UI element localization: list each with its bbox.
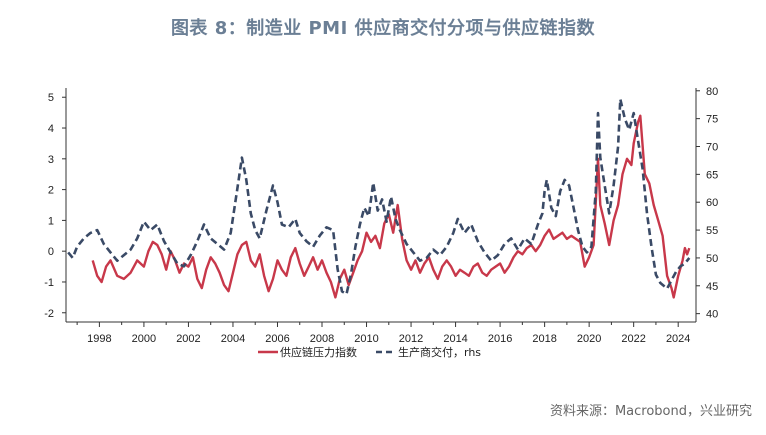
x-tick-label: 2024	[666, 333, 690, 345]
x-tick-label: 2012	[399, 333, 423, 345]
x-tick-label: 2010	[354, 333, 378, 345]
y-right-tick-label: 45	[706, 281, 718, 293]
y-right-tick-label: 80	[706, 86, 718, 98]
x-tick-label: 2004	[221, 333, 245, 345]
legend-label-supply-chain: 供应链压力指数	[280, 345, 357, 359]
x-tick-label: 2006	[265, 333, 289, 345]
x-tick-label: 2022	[621, 333, 645, 345]
y-left-tick-label: 3	[48, 154, 54, 166]
y-right-tick-label: 60	[706, 197, 718, 209]
y-left-tick-label: 5	[48, 92, 54, 104]
series-supplier-deliveries-line	[67, 97, 691, 296]
y-right-tick-label: 65	[706, 169, 718, 181]
axes: 1998 2000 2002 2004 2006 2008 2010 2012 2014 2016…	[44, 86, 718, 345]
y-right-tick-label: 50	[706, 253, 718, 265]
source-note: 资料来源：Macrobond，兴业研究	[549, 404, 752, 419]
x-tick-label: 2008	[310, 333, 334, 345]
series-supply-chain-pressure-line	[91, 114, 691, 299]
chart-title: 图表 8：制造业 PMI 供应商交付分项与供应链指数	[170, 18, 596, 39]
y-right-tick-label: 75	[706, 114, 718, 126]
x-tick-label: 2020	[577, 333, 601, 345]
y-left-tick-label: 1	[48, 215, 54, 227]
x-tick-label: 2000	[132, 333, 156, 345]
y-left-tick-label: -2	[44, 308, 54, 320]
x-tick-label: 2016	[488, 333, 512, 345]
x-tick-label: 2014	[443, 333, 467, 345]
y-right-tick-label: 70	[706, 142, 718, 154]
legend: 供应链压力指数 生产商交付，rhs	[258, 345, 481, 359]
y-right-tick-label: 55	[706, 225, 718, 237]
y-left-tick-label: -1	[44, 277, 54, 289]
legend-label-deliveries: 生产商交付，rhs	[398, 345, 481, 359]
x-tick-label: 2018	[532, 333, 556, 345]
series-layer	[67, 97, 691, 299]
x-tick-label: 2002	[176, 333, 200, 345]
x-tick-label: 1998	[87, 333, 111, 345]
y-left-tick-label: 2	[48, 185, 54, 197]
y-left-tick-label: 4	[48, 123, 54, 135]
y-left-tick-label: 0	[48, 246, 54, 258]
y-right-tick-label: 40	[706, 309, 718, 321]
